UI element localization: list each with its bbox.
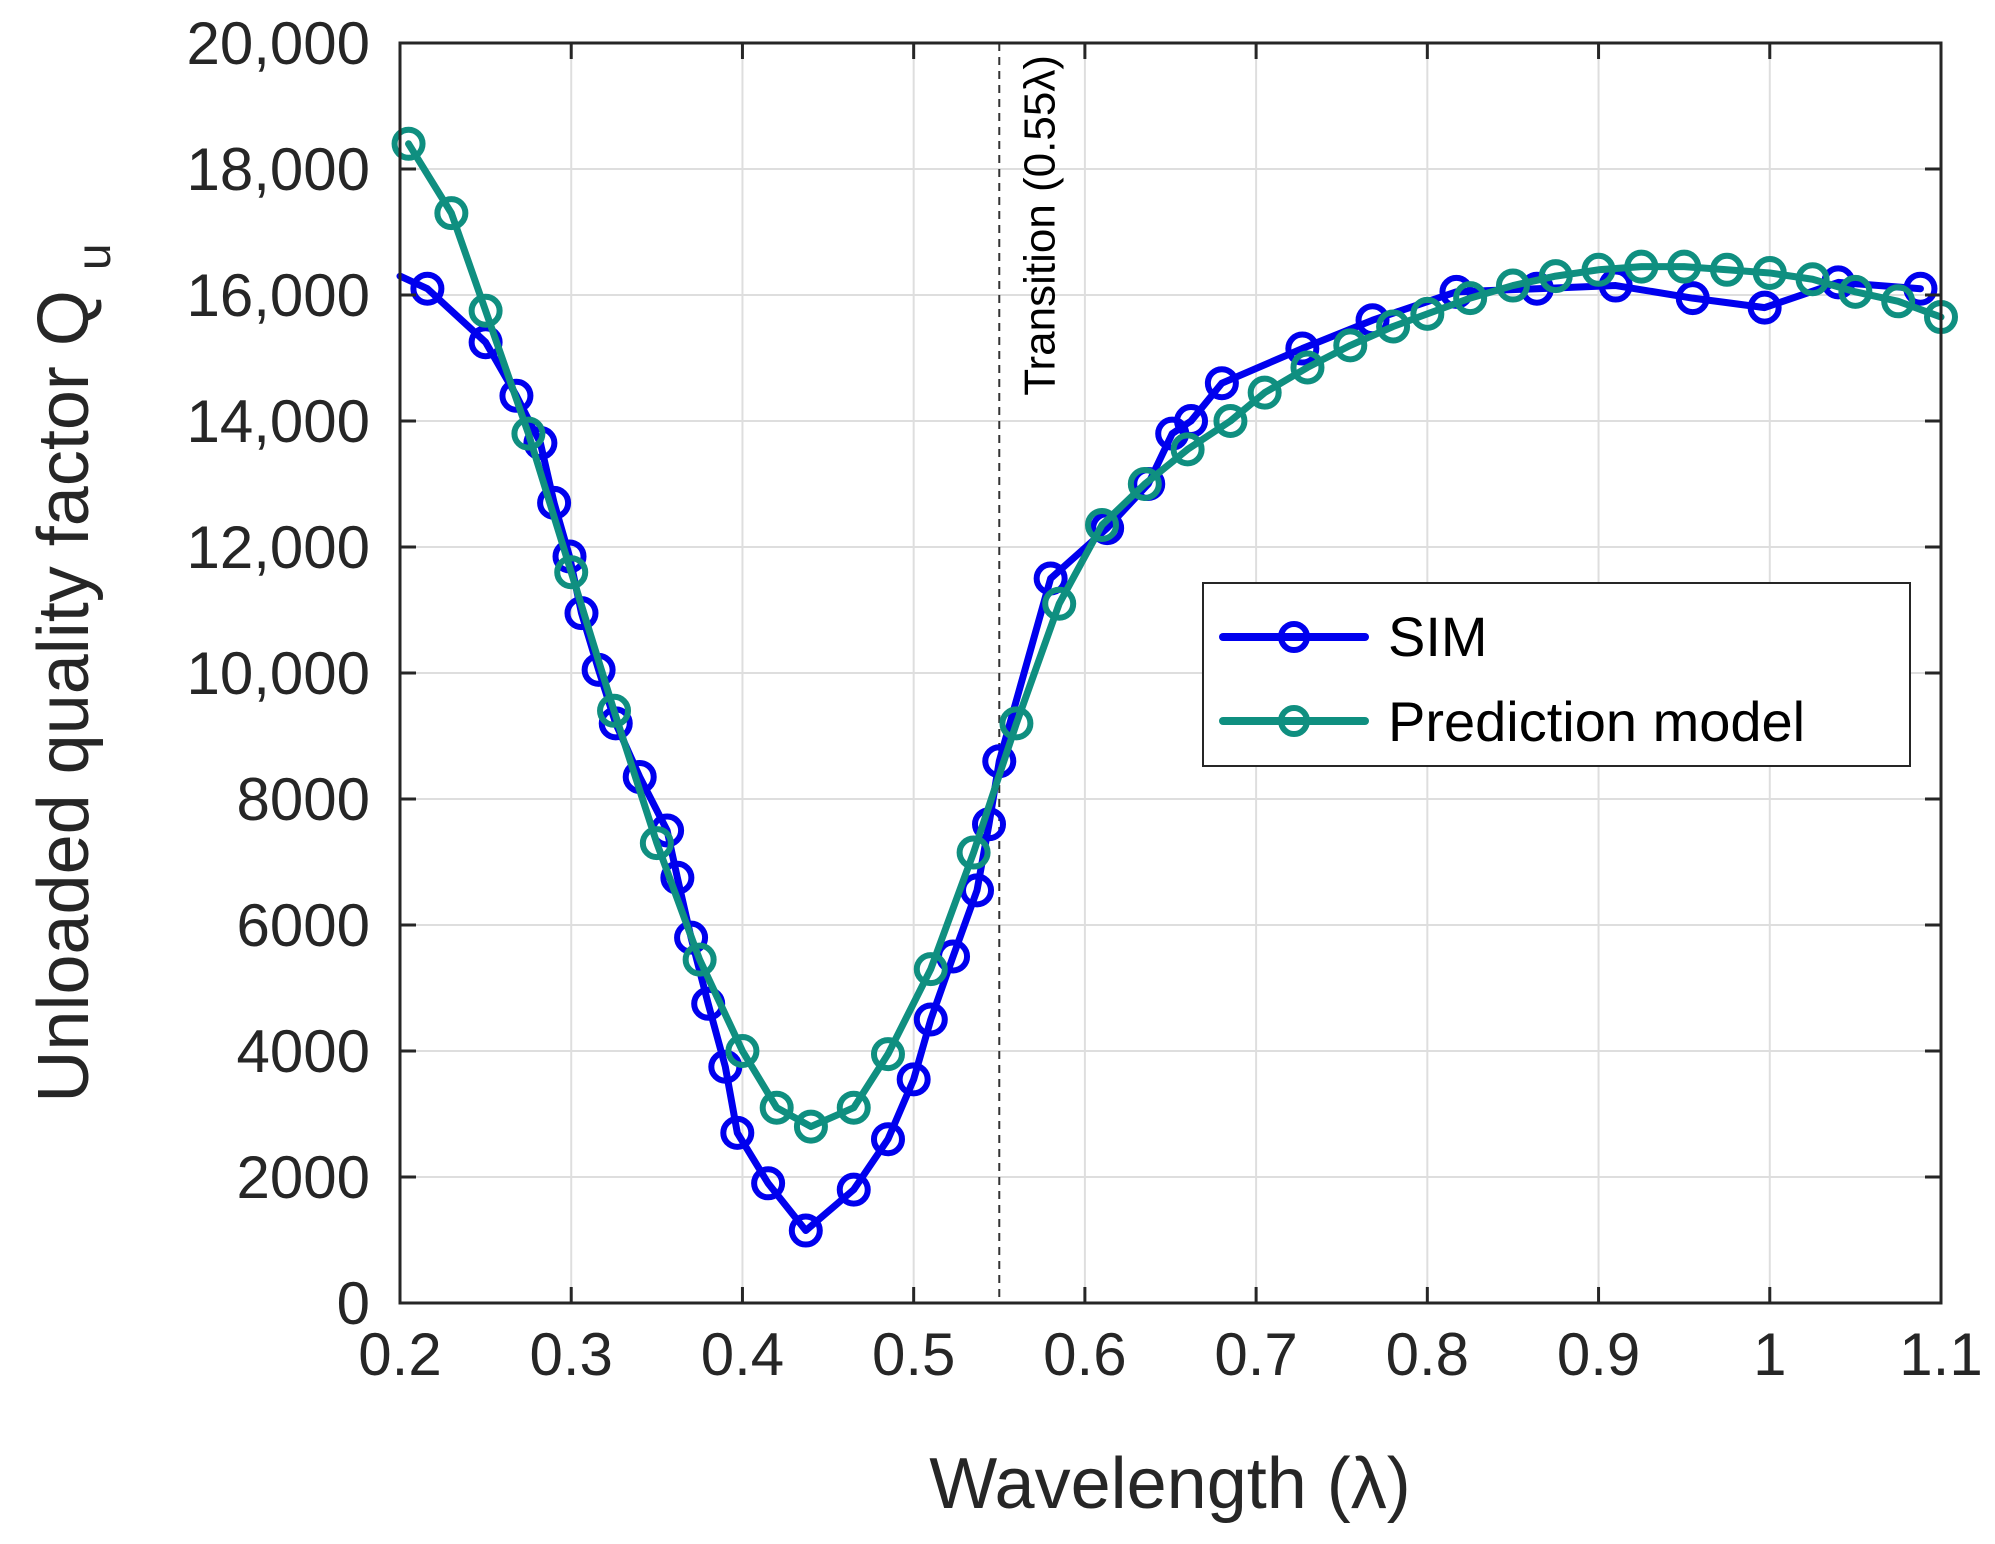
legend: SIM Prediction model [1202,582,1911,767]
prediction-model-data-point [1376,309,1411,344]
sim-data-point [1285,331,1320,366]
prediction-model-data-point [468,293,503,328]
prediction-model-data-point [1170,432,1205,467]
y-tick-label: 18,000 [186,136,370,203]
sim-data-point [751,1166,786,1201]
x-tick-label: 1 [1753,1321,1786,1388]
y-tick-label: 4000 [237,1018,370,1085]
tick-marks [398,41,1943,1305]
sim-data-point [896,1062,931,1097]
prediction-model-data-point [793,1109,828,1144]
sim-data-point [410,271,445,306]
sim-data-point [870,1122,905,1157]
prediction-model-data-point [870,1037,905,1072]
prediction-model-data-point [1333,328,1368,363]
prediction-model-data-point [1247,375,1282,410]
prediction-model-data-point [999,706,1034,741]
x-tick-label: 0.9 [1557,1321,1640,1388]
y-tick-label: 10,000 [186,640,370,707]
annotation-layer: Transition (0.55λ) [998,43,1064,1303]
prediction-model-data-point [1453,281,1488,316]
y-tick-label: 0 [337,1270,370,1337]
x-tick-label: 0.2 [358,1321,441,1388]
legend-prediction-label: Prediction model [1388,690,1805,753]
legend-box [1202,582,1911,767]
prediction-model-data-point [391,126,426,161]
sim-data-point [1204,366,1239,401]
transition-annotation-label: Transition (0.55λ) [1015,55,1064,396]
legend-sim-marker [1278,621,1310,653]
y-axis-label-group: Unloaded quality factor Q u [24,243,121,1102]
x-tick-label: 0.4 [701,1321,784,1388]
prediction-model-data-point [759,1090,794,1125]
x-tick-label: 0.3 [530,1321,613,1388]
prediction-model-data-point [639,826,674,861]
prediction-model-data-point [1838,274,1873,309]
prediction-model-data-point [1752,255,1787,290]
x-tick-labels: 0.2 0.3 0.4 0.5 0.6 0.7 0.8 0.9 1 1.1 [358,1321,1982,1388]
prediction-model-data-point [1495,268,1530,303]
x-tick-label: 0.8 [1386,1321,1469,1388]
prediction-model-data-point [1881,284,1916,319]
y-axis-label-subscript: u [68,243,121,270]
series-layer [391,126,1958,1248]
prediction-model-data-point [836,1090,871,1125]
prediction-model-data-point [1538,259,1573,294]
prediction-model-data-point [1410,296,1445,331]
y-axis-label-main: Unloaded quality factor Q [24,290,104,1102]
y-tick-label: 12,000 [186,514,370,581]
prediction-model-data-point [597,693,632,728]
x-tick-label: 0.7 [1214,1321,1297,1388]
sim-data-point [788,1213,823,1248]
sim-data-point [1675,281,1710,316]
prediction-model-data-point [913,952,948,987]
y-tick-label: 8000 [237,766,370,833]
y-tick-label: 6000 [237,892,370,959]
sim-data-point [1747,290,1782,325]
sim-data-point [720,1115,755,1150]
x-tick-label: 0.6 [1043,1321,1126,1388]
prediction-model-data-point [725,1034,760,1068]
y-tick-label: 16,000 [186,262,370,329]
prediction-model-data-point [1581,252,1616,287]
sim-data-point [836,1172,871,1207]
prediction-model-data-point [1085,507,1120,542]
x-tick-label: 0.5 [872,1321,955,1388]
prediction-model-data-point [1709,252,1744,287]
prediction-model-data-point [1795,262,1830,297]
legend-prediction-marker [1278,705,1310,737]
sim-data-point [913,1002,948,1037]
prediction-model-data-point [1624,249,1659,284]
prediction-model-data-point [1127,467,1162,501]
prediction-model-data-point [682,942,717,977]
prediction-model-data-point [554,555,589,590]
prediction-model-data-point [1042,586,1077,621]
prediction-model-data-point [1667,249,1702,284]
y-tick-label: 20,000 [186,10,370,77]
prediction-model-series-line [405,140,1945,1131]
prediction-model-data-point [956,835,991,870]
x-tick-label: 1.1 [1899,1321,1982,1388]
y-axis-label: Unloaded quality factor Q u [24,243,121,1102]
y-tick-label: 2000 [237,1144,370,1211]
x-axis-label: Wavelength (λ) [929,1444,1411,1524]
y-tick-labels: 0 2000 4000 6000 8000 10,000 12,000 14,000 16,00… [186,10,370,1337]
prediction-model-data-point [434,196,469,231]
y-tick-label: 14,000 [186,388,370,455]
legend-sim-label: SIM [1388,605,1488,668]
prediction-model-data-point [1213,404,1248,438]
prediction-model-data-point [511,416,546,451]
prediction-model-data-point [1290,350,1325,385]
